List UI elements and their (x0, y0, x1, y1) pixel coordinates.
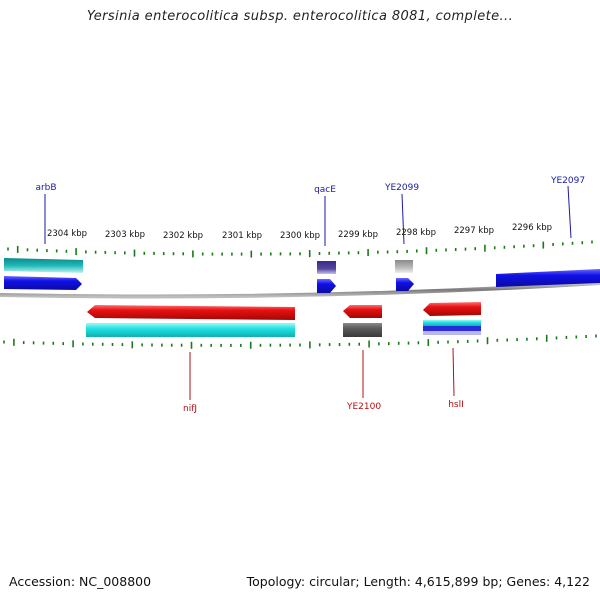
genome-backbone (0, 281, 600, 299)
gene-arrow-YE2097[interactable] (496, 269, 600, 287)
accession-text: Accession: NC_008800 (9, 574, 152, 589)
gene-arrow-nifJ[interactable] (87, 305, 295, 320)
tick-row-inner (3, 334, 597, 349)
tick-row-outer (7, 240, 593, 258)
tick-label: 2302 kbp (163, 231, 203, 241)
gene-label-YE2099[interactable]: YE2099 (384, 183, 419, 193)
gene-label-qacE[interactable]: qacE (314, 185, 336, 195)
cog-block-qacE[interactable] (317, 261, 336, 274)
gene-label-hslI[interactable]: hslI (448, 400, 464, 410)
gene-label-YE2100[interactable]: YE2100 (346, 402, 381, 412)
gene-arrow-arbB[interactable] (4, 276, 82, 290)
tick-label: 2298 kbp (396, 228, 436, 238)
cog-block-YE2099[interactable] (395, 260, 413, 273)
gene-arrow-hslI[interactable] (423, 302, 481, 316)
gene-label-YE2097[interactable]: YE2097 (550, 176, 585, 186)
cog-block-hslI[interactable] (423, 320, 481, 335)
gene-label-nifJ[interactable]: nifJ (183, 404, 197, 414)
cog-block-YE2100[interactable] (343, 323, 382, 337)
gene-arrow-qacE[interactable] (317, 279, 336, 293)
tick-label: 2304 kbp (47, 229, 87, 239)
tick-label: 2299 kbp (338, 230, 378, 240)
map-title: Yersinia enterocolitica subsp. enterocol… (86, 9, 514, 24)
tick-label: 2303 kbp (105, 230, 145, 240)
genome-summary-text: Topology: circular; Length: 4,615,899 bp… (246, 574, 590, 589)
tick-label: 2296 kbp (512, 223, 552, 233)
cog-block-nifJ[interactable] (86, 323, 295, 337)
label-leader (401, 193, 405, 245)
tick-label: 2297 kbp (454, 226, 494, 236)
gene-arrow-YE2100[interactable] (343, 305, 382, 318)
cog-block-arbB[interactable] (4, 258, 83, 273)
gene-label-arbB[interactable]: arbB (35, 183, 56, 193)
tick-label: 2301 kbp (222, 231, 262, 241)
tick-label: 2300 kbp (280, 231, 320, 241)
label-leader (567, 185, 572, 239)
gene-arrow-YE2099[interactable] (396, 278, 414, 291)
label-leader (452, 347, 455, 397)
